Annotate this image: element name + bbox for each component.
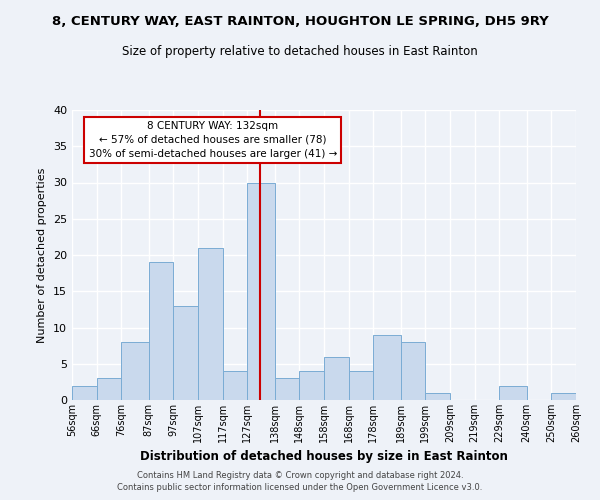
Bar <box>149 262 173 400</box>
Bar <box>299 371 324 400</box>
Bar <box>349 371 373 400</box>
Bar <box>373 335 401 400</box>
Text: Contains HM Land Registry data © Crown copyright and database right 2024.: Contains HM Land Registry data © Crown c… <box>137 471 463 480</box>
Bar <box>97 378 121 400</box>
Bar <box>401 342 425 400</box>
Bar <box>198 248 223 400</box>
Bar <box>223 371 247 400</box>
Bar <box>551 393 576 400</box>
X-axis label: Distribution of detached houses by size in East Rainton: Distribution of detached houses by size … <box>140 450 508 464</box>
Text: 8 CENTURY WAY: 132sqm
← 57% of detached houses are smaller (78)
30% of semi-deta: 8 CENTURY WAY: 132sqm ← 57% of detached … <box>89 121 337 159</box>
Text: Size of property relative to detached houses in East Rainton: Size of property relative to detached ho… <box>122 45 478 58</box>
Bar <box>72 386 97 400</box>
Text: 8, CENTURY WAY, EAST RAINTON, HOUGHTON LE SPRING, DH5 9RY: 8, CENTURY WAY, EAST RAINTON, HOUGHTON L… <box>52 15 548 28</box>
Y-axis label: Number of detached properties: Number of detached properties <box>37 168 47 342</box>
Bar <box>324 356 349 400</box>
Bar <box>247 182 275 400</box>
Bar <box>425 393 450 400</box>
Text: Contains public sector information licensed under the Open Government Licence v3: Contains public sector information licen… <box>118 484 482 492</box>
Bar <box>499 386 527 400</box>
Bar <box>121 342 149 400</box>
Bar <box>173 306 198 400</box>
Bar <box>275 378 299 400</box>
